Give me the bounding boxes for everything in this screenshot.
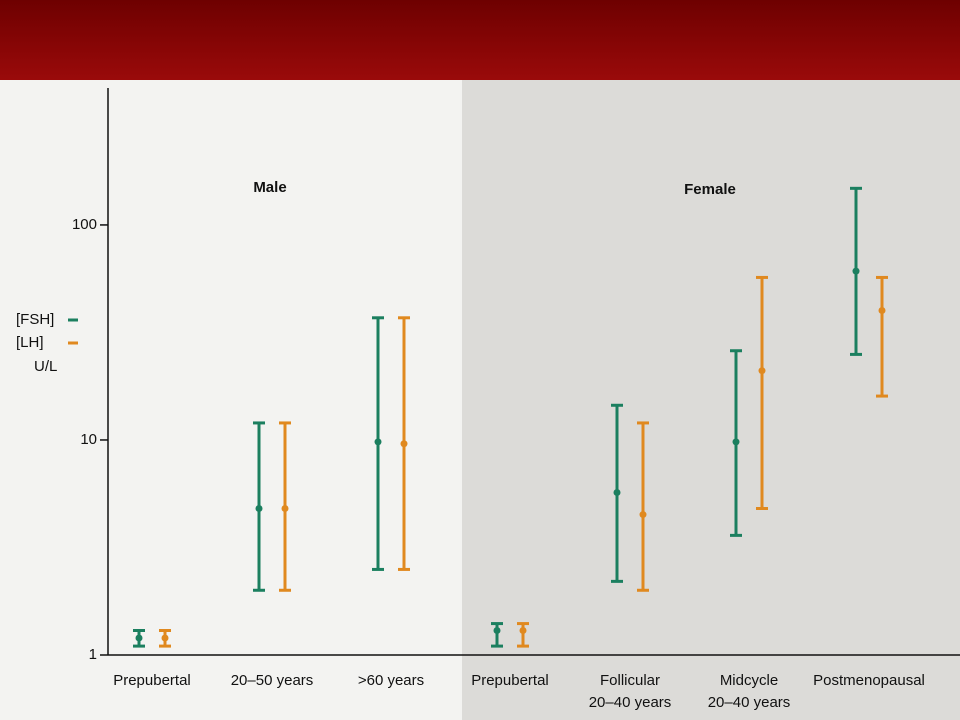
x-tick-label: Prepubertal [471,672,549,689]
legend-label: [FSH] [16,311,54,328]
mean-point [161,634,169,642]
y-tick-label: 100 [72,216,97,233]
mean-point [519,626,527,634]
mean-point [613,488,621,496]
mean-point [281,505,289,513]
y-tick-label: 1 [89,646,97,663]
mean-point [758,367,766,375]
mean-point [852,267,860,275]
x-tick-label: Postmenopausal [813,672,925,689]
mean-point [732,438,740,446]
y-tick-label: 10 [80,431,97,448]
mean-point [400,440,408,448]
mean-point [493,626,501,634]
page-left [0,80,462,720]
x-tick-label: Follicular 20–40 years [589,672,672,711]
x-tick-label: Prepubertal [113,672,191,689]
page-right [462,80,960,720]
mean-point [135,634,143,642]
panel-title: Male [253,179,286,196]
mean-point [639,511,647,519]
mean-point [878,307,886,315]
title-banner [0,0,960,80]
x-tick-label: Midcycle 20–40 years [708,672,791,711]
x-tick-label: 20–50 years [231,672,314,689]
panel-title: Female [684,181,736,198]
legend-label: [LH] [16,334,44,351]
y-axis-label: U/L [34,358,57,375]
mean-point [255,505,263,513]
mean-point [374,438,382,446]
x-tick-label: >60 years [358,672,424,689]
